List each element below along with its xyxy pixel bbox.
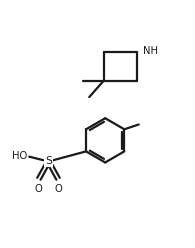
Text: O: O <box>54 184 62 194</box>
Text: O: O <box>35 184 43 194</box>
Text: S: S <box>45 156 52 166</box>
Text: HO: HO <box>12 151 28 161</box>
Text: NH: NH <box>143 46 158 56</box>
